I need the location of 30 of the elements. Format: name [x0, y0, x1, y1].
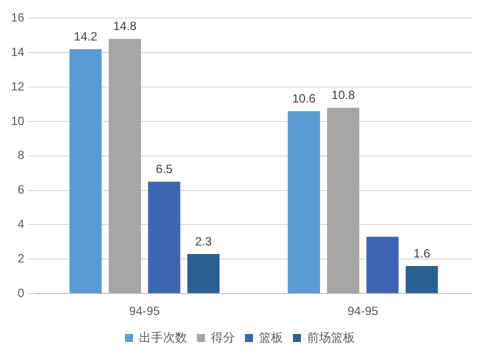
x-tick-label: 94-95	[129, 304, 160, 318]
y-tick-label: 10	[10, 114, 25, 128]
bar	[187, 254, 220, 294]
y-tick-label: 16	[10, 10, 25, 25]
data-label: 2.3	[195, 234, 212, 248]
x-tick-label: 94-95	[347, 304, 379, 318]
legend-label: 得分	[211, 330, 235, 344]
bar	[69, 49, 102, 294]
data-label: 1.6	[413, 246, 430, 260]
bar	[406, 266, 438, 294]
data-label: 6.5	[156, 162, 173, 176]
legend-label: 前场篮板	[307, 330, 355, 344]
y-tick-label: 8	[18, 148, 25, 162]
y-tick-label: 4	[18, 217, 25, 232]
y-tick-label: 12	[10, 79, 25, 94]
y-tick-label: 2	[18, 251, 25, 266]
bar	[327, 108, 360, 294]
bar	[148, 182, 180, 294]
y-tick-label: 0	[18, 286, 25, 300]
data-label: 10.6	[292, 91, 316, 106]
legend-label: 出手次数	[139, 330, 187, 344]
data-label: 14.8	[113, 19, 137, 34]
y-tick-label: 14	[10, 44, 25, 59]
bar	[366, 236, 399, 294]
bar	[108, 38, 141, 294]
bar	[288, 111, 320, 294]
data-label: 10.8	[332, 88, 356, 102]
legend-label: 篮板	[259, 330, 283, 344]
y-tick-label: 6	[18, 182, 25, 197]
data-label: 14.2	[74, 29, 98, 44]
